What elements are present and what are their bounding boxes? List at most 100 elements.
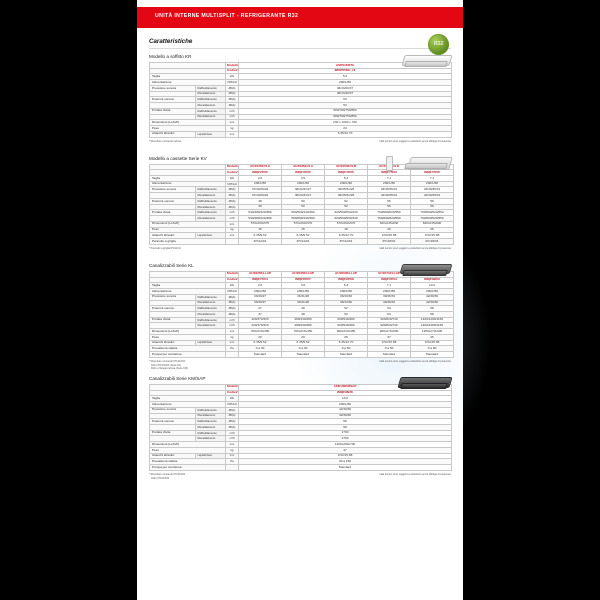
table-notes: * Ricevitore comando IHC11/001 Filtro IH… xyxy=(149,473,451,484)
table-row: Riscaldamento m³/h 420/370/320 480/430/380 6… xyxy=(149,322,454,330)
table-row: Riscaldamento m³/h 680/780/750/850 xyxy=(149,113,452,121)
footnote-right: I dati tecnici sono soggetti a variazion… xyxy=(378,139,451,143)
row-value: Standard xyxy=(281,351,325,358)
table-subtitle: Modello a cassette Serie KV xyxy=(149,155,207,161)
table-row: Pressione sonora Raffreddamento dB(A) 46/43… xyxy=(149,84,452,92)
table-row: Prevalenza statica Pa 30 a 150 xyxy=(149,458,452,466)
row-value: 1700 xyxy=(238,429,452,437)
table-row: Portata d'aria Raffreddamento m³/h 420/370/… xyxy=(149,316,454,324)
table-row: Potenza sonora Raffreddamento dB(A) 53 xyxy=(149,96,452,104)
row-value: 58 xyxy=(410,305,454,312)
row-value: 680/780/750/850 xyxy=(238,107,452,115)
table-row: Taglia kW 2.6 3.5 5.3 7.1 7.1 xyxy=(149,175,454,182)
table-row: Riscaldamento dB(A) 33/30/27 34/31/28 36/33/… xyxy=(149,299,454,307)
table-code-row: Codice* IMQF96/28 xyxy=(149,389,452,397)
table-code-row: Codice* IMQF77/04 IMQF87/07 IMQF97/08 IMQF67… xyxy=(149,276,454,284)
model-code-header: ASD51KRTA xyxy=(238,62,452,69)
table-row: Taglia kW 2.6 3.5 5.3 7.1 10.0 xyxy=(149,282,454,290)
row-value: Standard xyxy=(410,351,454,358)
table-row: Taglia kW 5.0 xyxy=(149,73,452,81)
table-header-row: Modello ASD100KMSAP xyxy=(149,383,452,391)
row-value: 230/1/50 xyxy=(238,401,452,408)
product-code-header: IMOF55KH_11 xyxy=(238,67,452,75)
row-label: Pompa per condensa xyxy=(149,351,226,358)
table-row: Alimentazione V/Ph/Hz 230/1/50 xyxy=(149,79,452,86)
table-notes: * Pannello a griglia IPC11/01 I dati tecn… xyxy=(149,247,451,258)
table-row: Riscaldamento dB(A) 47 48 52 54 58 xyxy=(149,310,454,318)
section-rule xyxy=(149,48,451,49)
row-value: IPC18/01 xyxy=(367,238,411,245)
table-row: Riscaldamento dB(A) 48 50 52 56 56 xyxy=(149,203,454,211)
row-value: IPC11/01 xyxy=(281,238,325,245)
row-value: IPC11/01 xyxy=(238,238,282,245)
row-value: 30 a 150 xyxy=(238,458,452,466)
row-value: 58 xyxy=(238,424,452,431)
spec-table: Modello ASD51KRTA Codice* IMOF55KH_11 Taglia… xyxy=(149,62,452,138)
footnote-left: * Ricevitore comando IHC11/001 Filtro IH… xyxy=(149,359,188,371)
table-row: Alimentazione V/Ph/Hz 230/1/50 xyxy=(149,401,452,408)
footnote-left: * Ricevitore comando incluso xyxy=(149,139,182,143)
table-row: Attacchi idraulici Liquido/Gas mm 6.35/12.7… xyxy=(149,130,452,138)
table-notes: * Ricevitore comando IHC11/001 Filtro IH… xyxy=(149,360,451,371)
row-value: 6.35/12.70 xyxy=(238,130,452,138)
table-row: Potenza sonora Raffreddamento dB(A) 48 50 52 5… xyxy=(149,197,454,205)
table-block: Modello a cassette Serie KV Modello AUX025… xyxy=(137,155,463,258)
table-row: Riscaldamento dB(A) 53 xyxy=(149,102,452,109)
row-value: 0 a 80 xyxy=(410,345,454,353)
spec-table: ModelloAUX025KVLAAUX035KVLAAUX050KVLBAUX… xyxy=(149,163,454,245)
table-header-row: Modello ASD51KRTA xyxy=(149,62,452,69)
page-title: UNITÀ INTERNE MULTISPLIT - REFRIGERANTE … xyxy=(155,13,299,19)
row-value: 9.52/15.88 xyxy=(238,452,452,460)
row-value: 46/43/40/37 xyxy=(238,84,452,92)
remote-control-icon xyxy=(386,155,393,171)
footnote-left: * Ricevitore comando IHC11/001 Filtro IH… xyxy=(149,472,186,480)
r32-badge-icon: R32 xyxy=(428,34,449,55)
row-unit xyxy=(225,464,239,471)
model-code-header: ASD100KMSAP xyxy=(238,383,452,391)
table-row: Pannello a griglia IPC11/01 IPC11/01 IPC11/… xyxy=(149,238,454,245)
table-row: Potenza sonora Raffreddamento dB(A) 47 48 52 5… xyxy=(149,305,454,312)
table-block: Canalizzabili Serie KM/SAP Modello ASD100K… xyxy=(137,376,463,484)
row-value: 10.0 xyxy=(410,282,454,290)
table-row: Riscaldamento dB(A) 42/39/36 xyxy=(149,412,452,420)
table-row: Alimentazione V/Ph/Hz 230/1/50 230/1/50 230/… xyxy=(149,288,454,295)
row-value: Standard xyxy=(367,351,411,358)
row-value: 46/43/40/37 xyxy=(238,90,452,98)
row-value: Standard xyxy=(324,351,368,358)
row-value: 58 xyxy=(238,418,452,425)
row-value: IPC18/01 xyxy=(410,238,454,245)
table-block: Canalizzabili Serie KL Modello AUX025KLLAP… xyxy=(137,263,463,371)
page-body: Caratteristiche R32 Modello a soffitto K… xyxy=(137,28,463,484)
row-value: 5.0 xyxy=(238,73,452,81)
spec-table: Modello AUX025KLLAP AUX035KLLAP AUX050KLLAP… xyxy=(149,270,454,358)
row-value: Standard xyxy=(238,351,282,358)
row-value: 53 xyxy=(238,102,452,109)
row-label: Pompa per condensa xyxy=(149,464,226,471)
document-page: UNITÀ INTERNE MULTISPLIT - REFRIGERANTE … xyxy=(137,0,492,600)
row-value: 9.52/15.88 xyxy=(410,339,454,347)
table-row: Pressione sonora Raffreddamento dB(A) 33/30… xyxy=(149,293,454,301)
table-subtitle: Canalizzabili Serie KL xyxy=(149,262,194,268)
table-row: Pompa per condensa Standard xyxy=(149,464,452,471)
row-unit: mm xyxy=(225,130,239,138)
row-unit xyxy=(225,238,239,245)
footnote-right: I dati tecnici sono soggetti a variazion… xyxy=(378,472,451,476)
table-row: Peso kg 47 xyxy=(149,446,452,454)
row-value: 230/1/50 xyxy=(238,79,452,86)
row-unit xyxy=(225,351,239,358)
product-code-header: IMQF92/03 xyxy=(410,276,454,284)
section-title: Caratteristiche xyxy=(149,38,193,45)
row-value: 58 xyxy=(410,310,454,318)
page-header-bar: UNITÀ INTERNE MULTISPLIT - REFRIGERANTE … xyxy=(137,7,463,28)
row-value: 1400/1280/1150 xyxy=(410,322,454,330)
row-value: 1700 xyxy=(238,435,452,443)
table-row: Riscaldamento dB(A) 58 xyxy=(149,424,452,431)
table-subtitle: Modello a soffitto KR xyxy=(149,54,192,59)
table-row: Riscaldamento m³/h 540/480/420/380 560/500/… xyxy=(149,215,454,222)
table-block: Modello a soffitto KR Modello ASD51KRTA Cod… xyxy=(137,54,463,151)
footnote-right: I dati tecnici sono soggetti a variazion… xyxy=(378,246,451,250)
row-value: 42/39/36 xyxy=(410,299,454,307)
table-notes: * Ricevitore comando incluso I dati tecni… xyxy=(149,140,451,151)
product-code-header: IMQF96/28 xyxy=(238,389,452,397)
row-value: 53 xyxy=(238,96,452,104)
